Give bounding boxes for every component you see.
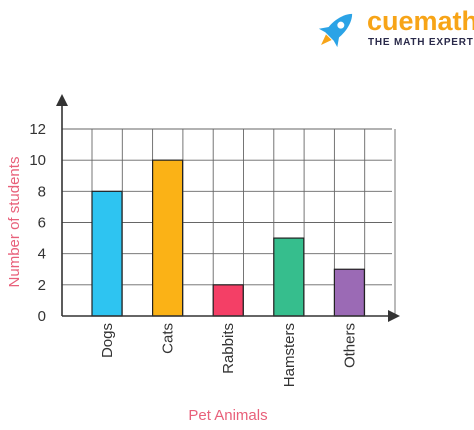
bar-hamsters — [273, 237, 305, 317]
bar-dogs — [91, 190, 123, 317]
y-tick-label: 12 — [29, 121, 46, 138]
y-tick-label: 10 — [29, 152, 46, 169]
bar-rabbits — [212, 284, 244, 317]
x-tick-label: Rabbits — [220, 323, 237, 374]
bar-cats — [152, 159, 184, 317]
x-tick-label: Hamsters — [281, 323, 298, 387]
bar-others — [333, 268, 365, 317]
y-tick-label: 6 — [38, 215, 46, 232]
x-tick-labels: Dogs Cats Rabbits Hamsters Others — [99, 323, 358, 387]
x-axis-arrow — [388, 310, 400, 322]
brand-logo: cuemath THE MATH EXPERT — [318, 6, 474, 48]
y-tick-label: 8 — [38, 183, 46, 200]
y-tick-label: 4 — [38, 246, 46, 263]
x-tick-label: Cats — [160, 323, 177, 354]
axes — [56, 94, 400, 322]
brand-name: cuemath — [367, 6, 474, 36]
x-tick-label: Dogs — [99, 323, 116, 358]
y-axis-arrow — [56, 94, 68, 106]
x-tick-label: Others — [341, 323, 358, 368]
y-axis-title: Number of students — [6, 157, 23, 288]
y-tick-label: 0 — [38, 308, 46, 325]
y-tick-label: 2 — [38, 277, 46, 294]
bars — [91, 159, 365, 317]
brand-tagline: THE MATH EXPERT — [368, 37, 474, 48]
y-tick-labels: 0 2 4 6 8 10 12 — [29, 121, 46, 325]
x-axis-title: Pet Animals — [188, 407, 267, 424]
rocket-icon — [318, 13, 353, 48]
